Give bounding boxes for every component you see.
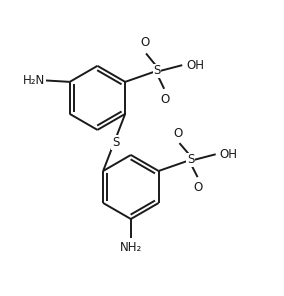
Text: S: S	[154, 64, 161, 77]
Text: OH: OH	[220, 148, 238, 161]
Text: O: O	[140, 36, 149, 49]
Text: NH₂: NH₂	[120, 241, 142, 254]
Text: O: O	[160, 93, 169, 106]
Text: S: S	[112, 136, 119, 149]
Text: H₂N: H₂N	[22, 74, 45, 87]
Text: OH: OH	[186, 59, 204, 72]
Text: O: O	[193, 181, 203, 194]
Text: S: S	[187, 153, 194, 166]
Text: O: O	[174, 126, 183, 139]
